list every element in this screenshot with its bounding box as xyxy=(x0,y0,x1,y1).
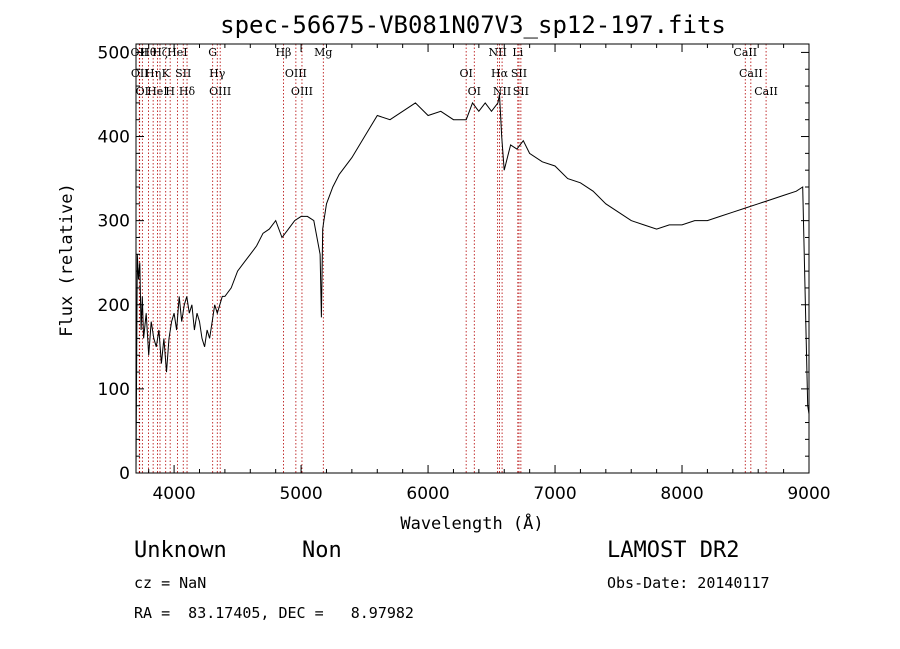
coordinates: RA = 83.17405, DEC = 8.97982 xyxy=(134,604,414,622)
line-marker-label: SII xyxy=(175,67,191,80)
x-axis-ticks: 4000 5000 6000 7000 8000 9000 xyxy=(148,44,831,504)
x-tick-label: 8000 xyxy=(660,484,703,504)
line-marker-label: OIII xyxy=(291,85,313,98)
line-marker-label: OII xyxy=(131,67,149,80)
x-tick-label: 7000 xyxy=(533,484,576,504)
y-tick-label: 200 xyxy=(98,296,130,316)
obs-date: Obs-Date: 20140117 xyxy=(607,574,770,592)
x-tick-label: 6000 xyxy=(406,484,449,504)
line-marker-label: CaII xyxy=(739,67,763,80)
line-markers xyxy=(138,44,767,473)
line-marker-label: OI xyxy=(468,85,481,98)
line-marker-label: Hγ xyxy=(209,67,226,80)
line-marker-labels: OIIOIIOIHθHηHeIHζKHHeISIIHδGHγOIIIHβOIII… xyxy=(130,46,777,98)
line-marker-label: H xyxy=(165,85,175,98)
line-marker-label: SII xyxy=(513,85,529,98)
x-tick-label: 5000 xyxy=(279,484,322,504)
line-marker-label: K xyxy=(162,67,171,80)
y-axis-label: Flux (relative) xyxy=(57,183,77,337)
line-marker-label: OI xyxy=(459,67,472,80)
line-marker-label: NII xyxy=(488,46,506,59)
line-marker-label: Hζ xyxy=(152,46,168,59)
line-marker-label: Hθ xyxy=(140,46,157,59)
y-tick-label: 0 xyxy=(119,464,130,484)
line-marker-label: OI xyxy=(136,85,149,98)
line-marker-label: Hη xyxy=(145,67,161,80)
line-marker-label: HeI xyxy=(167,46,187,59)
line-marker-label: G xyxy=(208,46,217,59)
flux-series-line xyxy=(135,94,810,474)
line-marker-label: Hα xyxy=(491,67,509,80)
y-tick-label: 300 xyxy=(98,212,130,232)
x-tick-label: 4000 xyxy=(152,484,195,504)
line-marker-label: NII xyxy=(493,85,511,98)
y-axis-ticks: 0 100 200 300 400 500 xyxy=(98,43,809,484)
plot-frame xyxy=(135,43,810,474)
line-marker-label: OIII xyxy=(209,85,231,98)
line-marker-label: Li xyxy=(512,46,523,59)
line-marker-label: HeI xyxy=(147,85,167,98)
chart-title: spec-56675-VB081N07V3_sp12-197.fits xyxy=(220,11,726,39)
y-tick-label: 100 xyxy=(98,380,130,400)
object-class: Unknown xyxy=(134,538,227,563)
x-tick-label: 9000 xyxy=(787,484,830,504)
x-axis-label: Wavelength (Å) xyxy=(400,512,543,534)
line-marker-label: Mg xyxy=(314,46,332,59)
survey-name: LAMOST DR2 xyxy=(607,538,740,563)
line-marker-label: OIII xyxy=(285,67,307,80)
line-marker-label: CaII xyxy=(754,85,778,98)
line-marker-label: CaII xyxy=(733,46,757,59)
object-subclass: Non xyxy=(302,538,342,563)
redshift-readout: cz = NaN xyxy=(134,574,207,592)
y-tick-label: 500 xyxy=(98,43,130,63)
line-marker-label: Hβ xyxy=(275,46,291,59)
y-tick-label: 400 xyxy=(98,128,130,148)
line-marker-label: SII xyxy=(511,67,527,80)
line-marker-label: Hδ xyxy=(179,85,196,98)
